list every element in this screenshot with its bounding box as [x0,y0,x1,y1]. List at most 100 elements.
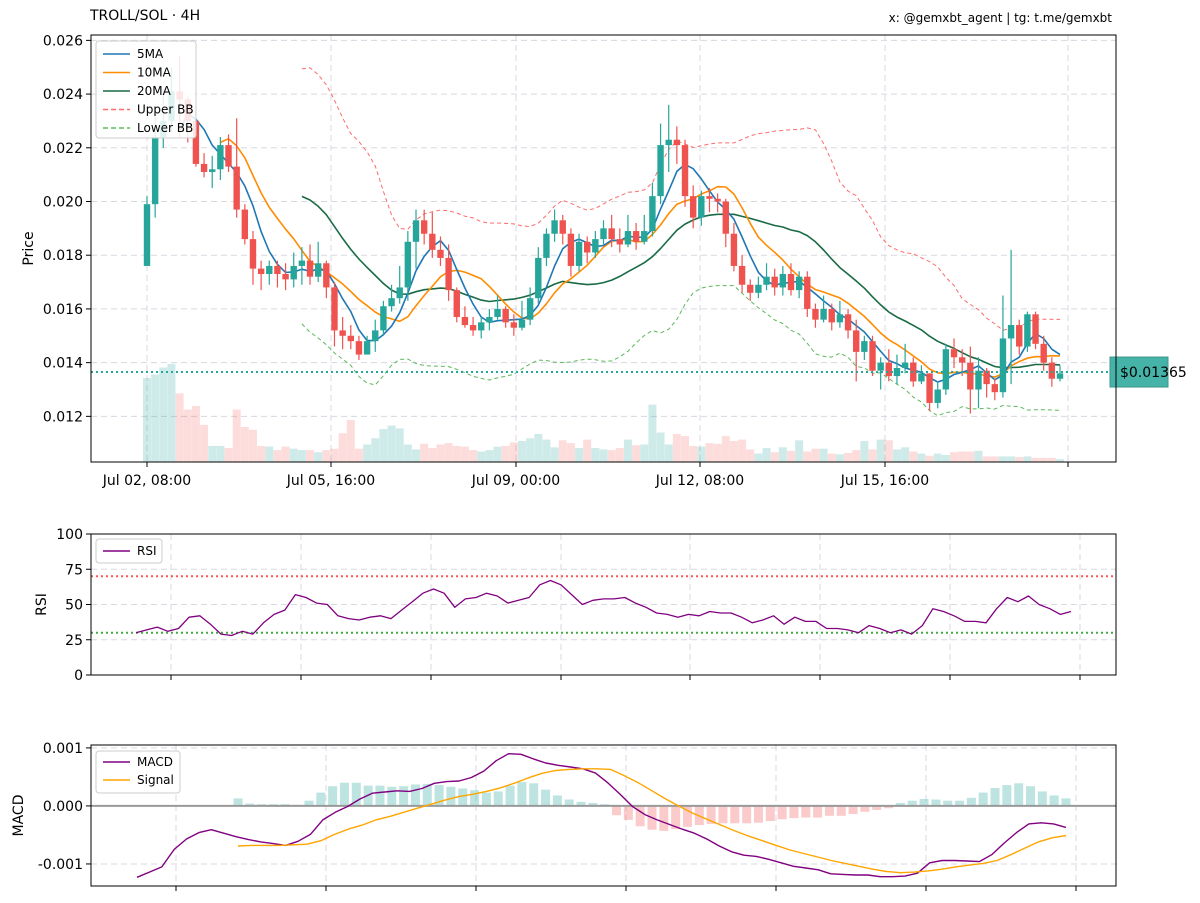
macd-histogram-bar [990,787,1000,806]
candle-body [209,169,216,172]
volume-bar [632,445,641,462]
candle-body [649,196,656,232]
candle-body [918,373,925,382]
volume-bar [982,456,991,462]
candle-body [502,308,509,323]
macd-histogram-bar [1026,786,1036,806]
upper-bb-line [301,67,1061,331]
candle-body [738,265,746,285]
price-legend-box [95,40,197,139]
candle-body [429,233,436,250]
candle-body [885,362,893,377]
volume-bar [224,448,233,462]
volume-bar [460,446,469,462]
candle-body [755,284,762,293]
price-ytick-label: 0.018 [43,248,83,264]
macd-histogram-bar [955,800,965,806]
macd-histogram-bar [824,805,834,816]
candle-body [812,308,819,320]
volume-bar [232,409,241,462]
volume-bar [1023,456,1032,462]
candle-body [681,145,689,197]
macd-histogram-bar [659,805,669,831]
volume-bar [273,450,282,462]
candle-body [706,196,713,199]
candle-body [722,201,729,234]
candle-body [257,268,265,275]
macd-histogram-bar [1002,785,1012,806]
volume-bar [200,424,209,462]
candle-body [592,239,599,253]
rsi-ytick-label: 50 [65,598,83,614]
candle-body [453,290,460,317]
volume-bar [974,450,983,462]
candle-body [853,330,860,352]
candle-body [461,316,469,326]
macd-histogram-bar [730,805,740,824]
rsi-ytick-label: 0 [74,668,83,684]
price-xtick-label: Jul 05, 16:00 [286,473,375,489]
candle-body [323,263,330,288]
volume-bar [672,434,681,462]
macd-ytick-label: 0.000 [43,799,83,815]
volume-bar [803,451,812,462]
candle-body [910,362,917,382]
volume-bar [1056,459,1064,462]
candle-body [151,137,159,205]
candle-body [926,373,933,403]
candle-body [861,341,868,352]
volume-bar [1039,457,1048,462]
macd-histogram-bar [316,792,326,806]
macd-histogram-bar [919,798,929,806]
candle-body [437,249,444,258]
candle-body [624,231,632,245]
candle-body [518,319,526,328]
candle-body [412,220,420,242]
volume-bar [681,436,690,462]
candle-body [510,322,518,328]
volume-bar [297,450,306,462]
macd-histogram-bar [351,782,361,806]
volume-bar [248,429,257,462]
macd-histogram-bar [529,783,539,806]
candle-body [249,239,257,269]
volume-bar [909,451,918,462]
candle-body [836,314,844,323]
volume-bar [265,446,274,462]
candle-body [942,349,950,390]
volume-bar [167,364,176,462]
price-legend: 5MA 10MA 20MA Upper BB Lower BB [95,40,197,139]
volume-bar [998,456,1007,462]
candle-body [983,370,990,385]
volume-bar [240,427,249,462]
candle-body [200,163,208,172]
candle-body [844,314,852,331]
candle-body [1016,325,1023,347]
volume-bar [566,443,575,462]
chart-title: TROLL/SOL · 4H [90,8,201,24]
volume-bar [901,447,910,462]
macd-histogram-bar [931,799,941,806]
macd-histogram-bar [493,791,503,806]
candle-body [192,120,200,164]
volume-bar [412,449,421,462]
candle-body [567,233,575,266]
macd-line [136,753,1067,878]
volume-bar [338,433,347,462]
volume-bar [941,455,950,462]
volume-bar [648,404,657,462]
price-ytick-label: 0.024 [43,87,83,103]
candle-body [551,220,558,234]
candle-body [999,338,1007,393]
price-legend-label: Lower BB [137,121,193,135]
macd-ytick-label: 0.001 [43,741,83,757]
candle-body [445,257,452,291]
macd-histogram-bar [623,805,633,820]
macd-histogram-bar [753,805,763,823]
volume-bar [990,456,999,462]
volume-bar [363,444,372,462]
volume-bar [191,406,200,462]
volume-bar [542,439,551,462]
candle-body [665,139,672,146]
candle-body [1032,314,1039,344]
